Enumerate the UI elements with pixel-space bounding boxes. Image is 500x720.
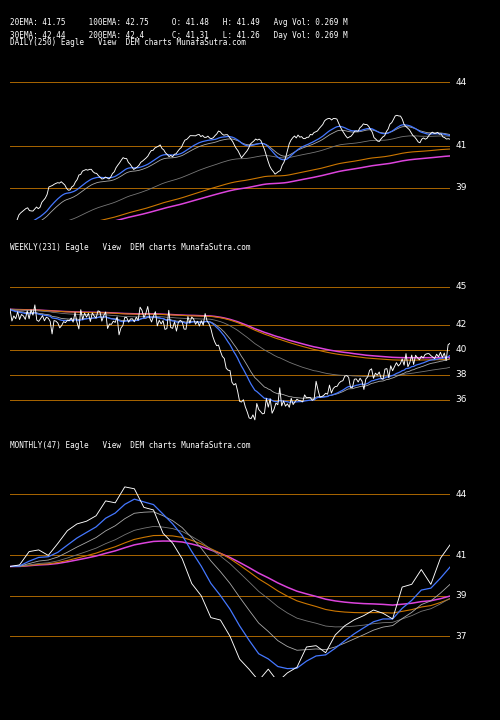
- Text: 42: 42: [456, 320, 467, 329]
- Text: WEEKLY(231) Eagle   View  DEM charts MunafaSutra.com: WEEKLY(231) Eagle View DEM charts Munafa…: [10, 243, 250, 252]
- Text: 45: 45: [456, 282, 467, 292]
- Text: 30EMA: 42.44     200EMA: 42.4      C: 41.31   L: 41.26   Day Vol: 0.269 M: 30EMA: 42.44 200EMA: 42.4 C: 41.31 L: 41…: [10, 31, 347, 40]
- Text: 40: 40: [456, 345, 467, 354]
- Text: 20EMA: 41.75     100EMA: 42.75     O: 41.48   H: 41.49   Avg Vol: 0.269 M: 20EMA: 41.75 100EMA: 42.75 O: 41.48 H: 4…: [10, 18, 347, 27]
- Text: 39: 39: [456, 184, 467, 192]
- Text: 44: 44: [456, 78, 467, 86]
- Text: 38: 38: [456, 370, 467, 379]
- Text: 41: 41: [456, 551, 467, 559]
- Text: 39: 39: [456, 591, 467, 600]
- Text: 36: 36: [456, 395, 467, 404]
- Text: 37: 37: [456, 631, 467, 641]
- Text: DAILY(250) Eagle   View  DEM charts MunafaSutra.com: DAILY(250) Eagle View DEM charts MunafaS…: [10, 37, 246, 47]
- Text: 44: 44: [456, 490, 467, 499]
- Text: 41: 41: [456, 141, 467, 150]
- Text: MONTHLY(47) Eagle   View  DEM charts MunafaSutra.com: MONTHLY(47) Eagle View DEM charts Munafa…: [10, 441, 250, 450]
